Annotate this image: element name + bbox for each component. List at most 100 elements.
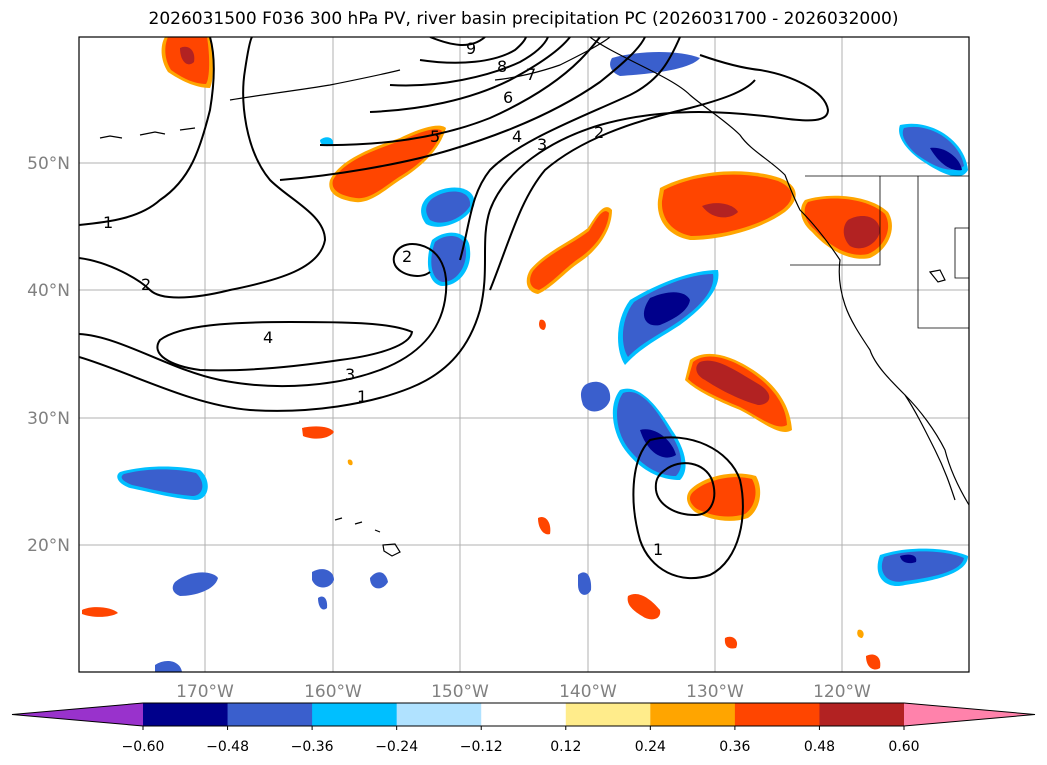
pv-contour-3b xyxy=(459,37,681,261)
precip-blob xyxy=(318,596,328,610)
precip-blob xyxy=(539,319,546,330)
colorbar-segment xyxy=(396,703,482,726)
longitude-labels: 170°W 160°W 150°W 140°W 130°W 120°W xyxy=(176,682,871,702)
precip-blob xyxy=(689,477,756,517)
colorbar-segment xyxy=(481,703,567,726)
precip-blob xyxy=(843,216,880,249)
pv-contour-low-1 xyxy=(632,436,744,580)
contour-label: 2 xyxy=(402,247,412,266)
lon-label: 120°W xyxy=(813,682,871,702)
precip-blob xyxy=(332,129,442,199)
lat-label: 20°N xyxy=(27,536,70,556)
map-title: 2026031500 F036 300 hPa PV, river basin … xyxy=(148,9,899,29)
colorbar-segment xyxy=(819,703,905,726)
pv-contour-8 xyxy=(419,37,527,64)
precip-blob xyxy=(370,572,388,589)
precip-blob xyxy=(640,429,676,458)
precip-blob xyxy=(702,203,738,218)
colorbar: −0.60 −0.48 −0.36 −0.24 −0.12 0.12 0.24 0.36 0.4… xyxy=(11,702,1036,755)
pv-contour-4b xyxy=(279,37,646,181)
colorbar-extend-low xyxy=(12,703,143,726)
pv-contour-3 xyxy=(79,243,448,388)
precip-blob xyxy=(900,554,917,564)
precip-blob xyxy=(155,660,182,672)
pv-contour-5 xyxy=(319,37,601,147)
colorbar-tick-label: 0.36 xyxy=(719,739,750,755)
colorbar-tick-label: 0.12 xyxy=(550,739,581,755)
precip-blob xyxy=(610,52,700,76)
lon-label: 140°W xyxy=(559,682,617,702)
latitude-labels: 50°N 40°N 30°N 20°N xyxy=(27,154,70,556)
map-border xyxy=(78,36,970,673)
precip-blob xyxy=(121,469,203,496)
contour-label: 6 xyxy=(503,88,513,107)
precip-blob xyxy=(578,572,592,595)
contour-label: 1 xyxy=(653,540,663,559)
precip-blob xyxy=(180,46,195,65)
colorbar-segment xyxy=(650,703,736,726)
precip-blob xyxy=(347,459,353,466)
precip-blob xyxy=(580,381,611,412)
colorbar-tick-label: 0.24 xyxy=(635,739,666,755)
precip-blob xyxy=(320,137,334,147)
colorbar-tick-label: −0.48 xyxy=(206,739,249,755)
precip-blob xyxy=(538,516,551,535)
pv-contour-low-2 xyxy=(654,462,716,517)
pv-contour-6 xyxy=(369,37,571,113)
contour-label: 3 xyxy=(537,135,547,154)
colorbar-tick-label: 0.60 xyxy=(888,739,919,755)
pv-contour-7 xyxy=(389,37,549,87)
lat-label: 30°N xyxy=(27,409,70,429)
pv-contour-2 xyxy=(79,37,327,299)
contour-label: 1 xyxy=(357,387,367,406)
lon-label: 170°W xyxy=(176,682,234,702)
precip-blob xyxy=(431,235,467,282)
contour-label: 7 xyxy=(526,65,536,84)
precip-blob xyxy=(857,629,864,638)
pv-contours xyxy=(79,37,830,580)
precip-blob xyxy=(312,569,334,588)
map-area xyxy=(79,37,969,672)
pv-contour-9 xyxy=(429,37,486,46)
positive-precip-areas xyxy=(82,37,892,670)
colorbar-tick-label: −0.60 xyxy=(122,739,165,755)
gridlines xyxy=(79,37,969,672)
contour-label: 1 xyxy=(103,213,113,232)
contour-label: 4 xyxy=(263,328,273,347)
lon-label: 150°W xyxy=(431,682,489,702)
precip-blob xyxy=(930,147,962,171)
contour-label: 2 xyxy=(141,275,151,294)
political-borders xyxy=(790,175,969,329)
contour-label: 5 xyxy=(430,127,440,146)
lon-label: 160°W xyxy=(304,682,362,702)
pv-contour-2b xyxy=(489,79,756,291)
lon-label: 130°W xyxy=(686,682,744,702)
precip-blob xyxy=(696,360,770,405)
lat-label: 40°N xyxy=(27,281,70,301)
colorbar-extend-high xyxy=(904,703,1035,726)
precip-blob xyxy=(643,292,690,326)
colorbar-tick-label: −0.24 xyxy=(375,739,418,755)
contour-label: 3 xyxy=(345,365,355,384)
colorbar-segment xyxy=(227,703,313,726)
colorbar-segment xyxy=(565,703,651,726)
contour-label: 2 xyxy=(594,123,604,142)
precip-blob xyxy=(82,607,118,617)
precip-blob xyxy=(530,211,609,290)
colorbar-tick-label: −0.12 xyxy=(460,739,503,755)
precip-blob xyxy=(172,572,218,596)
pv-contour-4 xyxy=(156,320,414,372)
precip-blob xyxy=(866,654,881,670)
precip-blob xyxy=(426,191,471,223)
contour-label: 4 xyxy=(512,127,522,146)
contour-label: 9 xyxy=(466,39,476,58)
contour-labels: 9 8 7 6 5 4 3 2 1 2 4 3 1 1 2 xyxy=(103,39,663,559)
colorbar-segment xyxy=(143,703,229,726)
coastlines xyxy=(99,37,969,557)
precip-blob xyxy=(627,593,661,620)
negative-precip-areas xyxy=(117,52,968,672)
colorbar-segment xyxy=(734,703,820,726)
lat-label: 50°N xyxy=(27,154,70,174)
colorbar-tick-label: −0.36 xyxy=(291,739,334,755)
